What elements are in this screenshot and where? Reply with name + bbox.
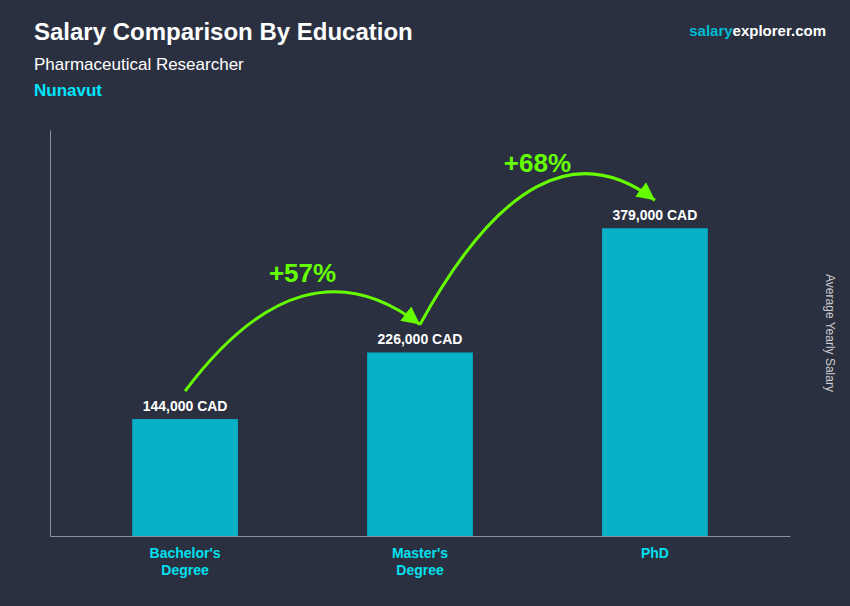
bar (602, 228, 708, 536)
y-axis (50, 131, 51, 537)
x-axis: Bachelor'sDegreeMaster'sDegreePhD (51, 537, 791, 578)
annotation: +57% (269, 258, 336, 288)
brand-part: salary (689, 22, 733, 39)
x-tick-label-line: Degree (396, 562, 444, 578)
x-tick-label: Master'sDegree (392, 545, 448, 578)
bars (132, 228, 708, 536)
annotation: +68% (504, 148, 571, 178)
x-tick-label: Bachelor'sDegree (150, 545, 221, 578)
x-tick-label-line: Master's (392, 545, 448, 561)
data-label: 226,000 CAD (378, 331, 463, 347)
chart-svg: Salary Comparison By Education Pharmaceut… (0, 0, 850, 606)
bar (132, 419, 238, 536)
y-axis-label: Average Yearly Salary (823, 274, 837, 392)
x-tick-label-line: PhD (641, 545, 669, 561)
y-axis-line (50, 131, 51, 537)
data-label: 144,000 CAD (143, 398, 228, 414)
title: Salary Comparison By Education (34, 18, 413, 45)
background (0, 0, 850, 606)
x-tick: Bachelor'sDegree (150, 545, 221, 578)
x-tick: PhD (641, 545, 669, 561)
data-labels: 144,000 CAD 226,000 CAD 379,000 CAD (143, 207, 698, 414)
x-tick-label: PhD (641, 545, 669, 561)
subtitle: Pharmaceutical Researcher (34, 55, 244, 74)
data-label: 379,000 CAD (613, 207, 698, 223)
bar (367, 352, 473, 536)
x-tick-label-line: Bachelor's (150, 545, 221, 561)
annotations: +57% +68% (185, 148, 655, 391)
change-arrow (185, 292, 420, 391)
change-arrow (420, 174, 655, 325)
location: Nunavut (34, 81, 102, 100)
x-axis-line (51, 536, 791, 537)
brand: salaryexplorer.com (689, 22, 826, 39)
x-tick: Master'sDegree (392, 545, 448, 578)
plot: Bachelor'sDegreeMaster'sDegreePhD144,000… (51, 131, 791, 578)
x-tick-label-line: Degree (161, 562, 209, 578)
brand-part: explorer (733, 22, 792, 39)
brand-part: .com (791, 22, 826, 39)
